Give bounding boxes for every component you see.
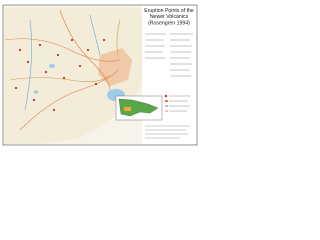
eruption-point <box>52 108 56 112</box>
legend-panel <box>142 6 196 144</box>
eruption-point <box>38 43 42 47</box>
eruption-point <box>26 60 30 64</box>
eruption-point <box>78 64 82 68</box>
road <box>59 9 111 91</box>
road <box>9 74 111 82</box>
inset-state <box>118 98 159 117</box>
title-line: Newer Volcanics <box>150 14 189 20</box>
roads <box>4 9 121 131</box>
symbol-key <box>164 94 190 112</box>
eruption-point <box>70 38 74 42</box>
eruption-point <box>62 76 66 80</box>
key-symbol <box>164 94 168 98</box>
notes <box>145 125 190 139</box>
urban-area <box>98 48 132 86</box>
lake <box>49 64 55 68</box>
river <box>89 14 101 56</box>
inset-region <box>124 107 131 111</box>
eruption-point <box>18 48 22 52</box>
key-symbol <box>165 110 168 112</box>
map: Eruption Points of the Newer Volcanics (… <box>0 0 200 148</box>
page: {"title": {"lines": ["Eruption Points of… <box>0 0 200 148</box>
eruption-point <box>32 98 36 102</box>
eruption-point <box>44 70 48 74</box>
road <box>19 69 119 131</box>
legend-lines <box>145 33 193 77</box>
key-symbol <box>165 105 168 107</box>
eruption-point <box>94 82 98 86</box>
eruption-point <box>102 38 106 42</box>
key-symbol <box>165 100 168 102</box>
eruption-points <box>14 38 106 112</box>
lake <box>33 90 39 94</box>
eruption-point <box>86 48 90 52</box>
river <box>24 19 32 111</box>
eruption-point <box>56 53 60 57</box>
title-line: Eruption Points of the <box>144 8 194 14</box>
eruption-point <box>14 86 18 90</box>
title-line: (Rosengren 1994) <box>148 21 190 27</box>
land <box>4 8 150 144</box>
road <box>116 19 121 56</box>
road <box>4 38 121 62</box>
